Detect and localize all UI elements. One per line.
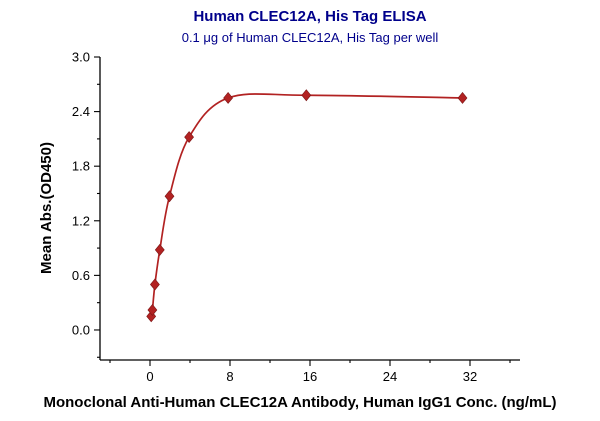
y-tick-label: 1.2 bbox=[72, 213, 90, 228]
x-tick-label: 24 bbox=[383, 369, 397, 384]
x-tick-label: 16 bbox=[303, 369, 317, 384]
y-axis-label: Mean Abs.(OD450) bbox=[38, 142, 55, 274]
chart-subtitle: 0.1 μg of Human CLEC12A, His Tag per wel… bbox=[182, 30, 439, 45]
data-point-marker bbox=[150, 278, 160, 291]
data-point-marker bbox=[164, 190, 175, 203]
data-point-marker bbox=[146, 310, 157, 323]
x-tick-label: 32 bbox=[463, 369, 477, 384]
y-tick-label: 1.8 bbox=[72, 159, 90, 174]
fit-curve bbox=[150, 93, 463, 317]
data-point-marker bbox=[223, 91, 233, 104]
y-tick-label: 0.6 bbox=[72, 268, 90, 283]
y-tick-label: 0.0 bbox=[72, 323, 90, 338]
x-axis-label: Monoclonal Anti-Human CLEC12A Antibody, … bbox=[43, 394, 556, 411]
data-point-marker bbox=[147, 303, 158, 316]
y-tick-label: 3.0 bbox=[72, 50, 90, 65]
x-tick-label: 0 bbox=[146, 369, 153, 384]
chart-title: Human CLEC12A, His Tag ELISA bbox=[193, 8, 426, 25]
data-point-marker bbox=[301, 89, 312, 102]
data-point-marker bbox=[457, 91, 468, 104]
x-tick-label: 8 bbox=[226, 369, 233, 384]
data-point-marker bbox=[154, 243, 165, 256]
y-tick-label: 2.4 bbox=[72, 104, 90, 119]
data-point-marker bbox=[184, 131, 194, 144]
plot-area: 0.0 0.6 1.2 1.8 2.4 3.0 0 8 16 24 32 bbox=[72, 50, 520, 384]
